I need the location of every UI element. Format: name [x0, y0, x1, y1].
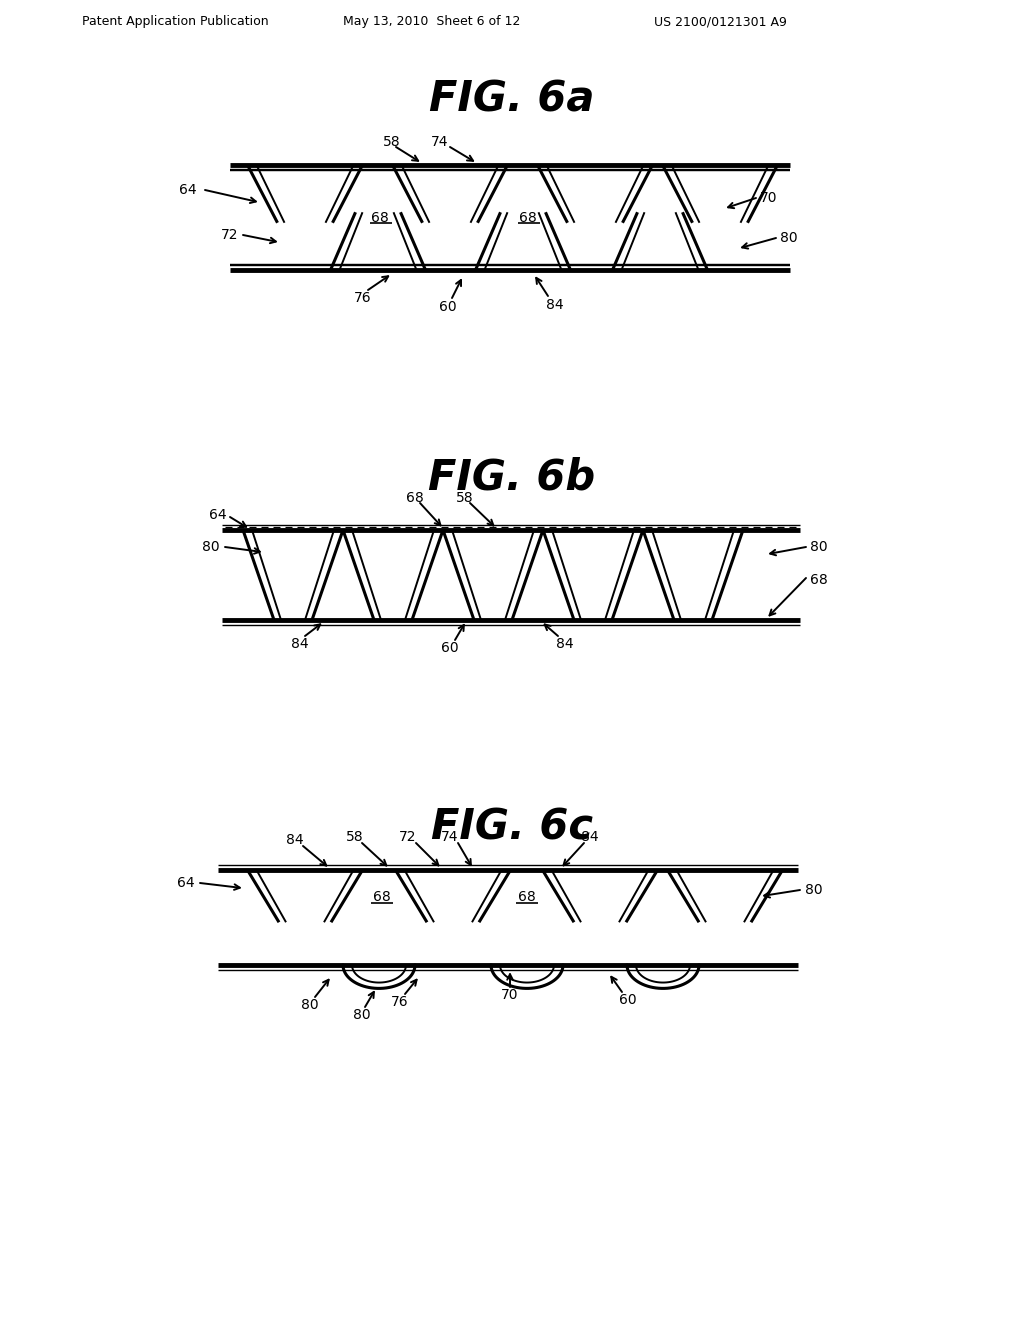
Text: Patent Application Publication: Patent Application Publication — [82, 16, 268, 29]
Text: 74: 74 — [441, 830, 459, 843]
Text: 58: 58 — [383, 135, 400, 149]
Text: 80: 80 — [353, 1008, 371, 1022]
Text: 80: 80 — [203, 540, 220, 554]
Text: FIG. 6b: FIG. 6b — [428, 457, 596, 499]
Text: 68: 68 — [518, 890, 536, 904]
Text: 64: 64 — [177, 876, 195, 890]
Text: 76: 76 — [354, 290, 372, 305]
Text: 76: 76 — [391, 995, 409, 1008]
Text: May 13, 2010  Sheet 6 of 12: May 13, 2010 Sheet 6 of 12 — [343, 16, 520, 29]
Text: 68: 68 — [371, 211, 389, 224]
Text: 60: 60 — [439, 300, 457, 314]
Text: 68: 68 — [407, 491, 424, 506]
Text: 58: 58 — [346, 830, 364, 843]
Text: 68: 68 — [373, 890, 391, 904]
Text: 58: 58 — [456, 491, 474, 506]
Text: 80: 80 — [810, 540, 827, 554]
Text: 64: 64 — [209, 508, 227, 521]
Text: 60: 60 — [620, 993, 637, 1007]
Text: 80: 80 — [780, 231, 798, 246]
Text: 72: 72 — [399, 830, 417, 843]
Text: 68: 68 — [810, 573, 827, 587]
Text: US 2100/0121301 A9: US 2100/0121301 A9 — [653, 16, 786, 29]
Text: 70: 70 — [502, 987, 519, 1002]
Text: 80: 80 — [301, 998, 318, 1012]
Text: 70: 70 — [760, 191, 777, 205]
Text: 80: 80 — [805, 883, 822, 898]
Text: 84: 84 — [286, 833, 304, 847]
Text: 68: 68 — [519, 211, 537, 224]
Text: FIG. 6a: FIG. 6a — [429, 79, 595, 121]
Text: 72: 72 — [220, 228, 238, 242]
Text: 74: 74 — [431, 135, 449, 149]
Text: 64: 64 — [179, 183, 197, 197]
Text: 84: 84 — [556, 638, 573, 651]
Text: 60: 60 — [441, 642, 459, 655]
Text: 84: 84 — [582, 830, 599, 843]
Text: 84: 84 — [546, 298, 564, 312]
Text: FIG. 6c: FIG. 6c — [431, 807, 593, 849]
Text: 84: 84 — [291, 638, 309, 651]
